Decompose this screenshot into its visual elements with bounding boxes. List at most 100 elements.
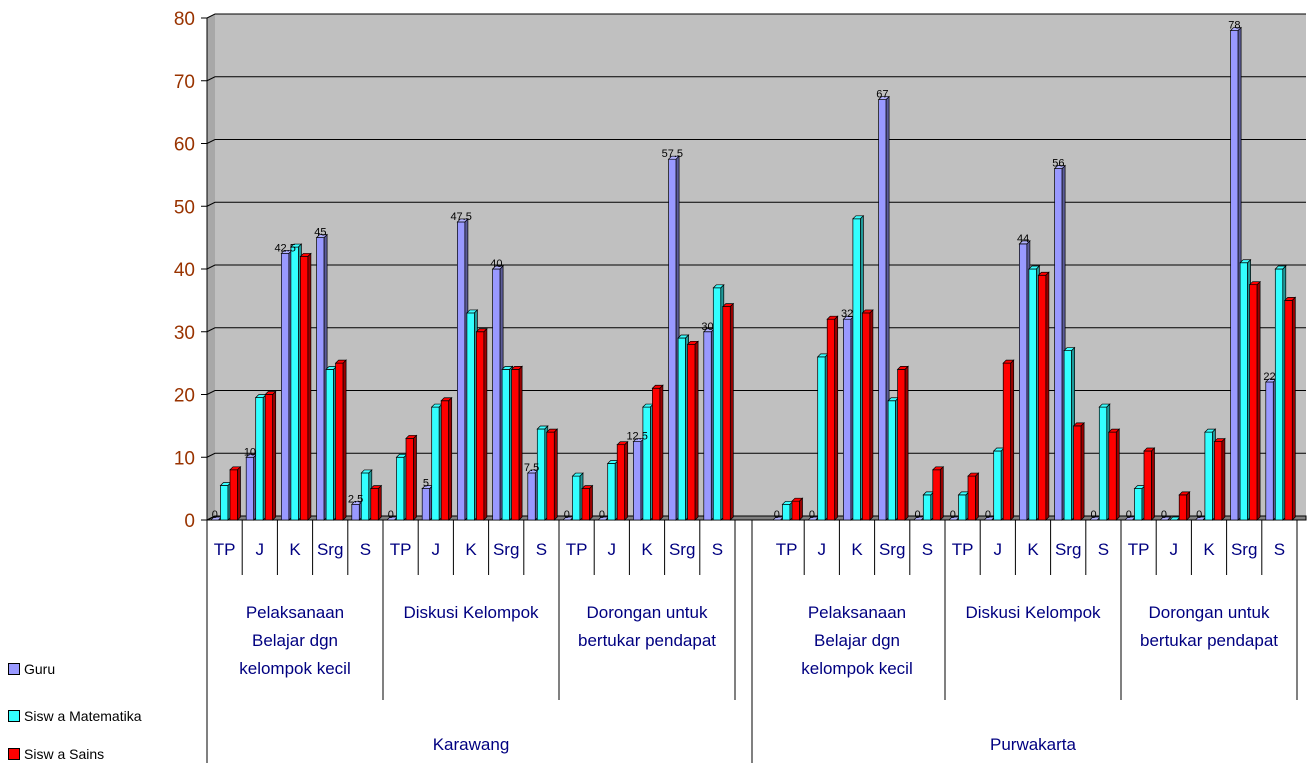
bar-front bbox=[351, 503, 360, 521]
category-label: J bbox=[608, 540, 617, 559]
bar-front bbox=[1249, 284, 1258, 521]
group-label: Diskusi Kelompok bbox=[965, 603, 1101, 622]
gridline bbox=[206, 13, 1306, 19]
bar-front bbox=[492, 268, 501, 521]
group-label: Pelaksanaan bbox=[808, 603, 906, 622]
bar-front bbox=[1230, 30, 1239, 521]
data-label: 7.5 bbox=[524, 462, 539, 474]
bar-side bbox=[834, 315, 839, 521]
bar bbox=[1213, 437, 1226, 521]
bar bbox=[1159, 516, 1172, 521]
bar-front bbox=[527, 472, 536, 521]
data-label: 0 bbox=[950, 509, 956, 521]
bar-front bbox=[1178, 494, 1188, 521]
bar-front bbox=[1019, 243, 1028, 521]
group-label: Belajar dgn bbox=[814, 631, 900, 650]
category-label: TP bbox=[952, 540, 974, 559]
bar bbox=[421, 484, 434, 521]
bar-front bbox=[440, 400, 450, 521]
category-label: K bbox=[641, 540, 653, 559]
legend-item-siswa-matematika[interactable]: Sisw a Matematika bbox=[8, 707, 141, 725]
bar-front bbox=[958, 494, 967, 521]
bar-side bbox=[1186, 491, 1191, 521]
bar-side bbox=[1045, 271, 1050, 521]
bar bbox=[280, 249, 293, 521]
bar-front bbox=[843, 318, 852, 521]
data-label: 0 bbox=[1196, 509, 1202, 521]
bar-front bbox=[687, 343, 696, 521]
bar-front bbox=[993, 450, 1002, 521]
bar-front bbox=[421, 488, 431, 521]
bar bbox=[677, 334, 690, 521]
y-tick-label: 70 bbox=[174, 72, 195, 93]
bar-side bbox=[448, 396, 453, 521]
data-label: 78 bbox=[1228, 20, 1240, 32]
bar-front bbox=[325, 369, 334, 521]
category-label: TP bbox=[566, 540, 588, 559]
bar bbox=[1178, 491, 1191, 521]
category-label: J bbox=[432, 540, 441, 559]
gridline bbox=[206, 452, 1306, 458]
data-label: 0 bbox=[388, 509, 394, 521]
gridline bbox=[206, 201, 1306, 207]
group-label: bertukar pendapat bbox=[1140, 631, 1278, 650]
data-label: 45 bbox=[314, 227, 326, 239]
group-label: Dorongan untuk bbox=[587, 603, 708, 622]
data-label: 0 bbox=[985, 509, 991, 521]
bar-front bbox=[335, 362, 344, 521]
legend-item-siswa-sains[interactable]: Sisw a Sains bbox=[8, 745, 104, 763]
gridline bbox=[206, 139, 1306, 144]
bar-front bbox=[862, 312, 871, 521]
bar-front bbox=[1028, 268, 1037, 521]
bar bbox=[571, 472, 584, 521]
group-label: bertukar pendapat bbox=[578, 631, 716, 650]
category-label: J bbox=[818, 540, 827, 559]
bar-front bbox=[581, 488, 590, 521]
data-label: 47.5 bbox=[450, 211, 471, 223]
bar bbox=[1143, 447, 1156, 521]
bar bbox=[667, 155, 680, 521]
data-label: 0 bbox=[599, 509, 605, 521]
bar-front bbox=[1274, 268, 1284, 521]
data-label: 0 bbox=[914, 509, 920, 521]
bar bbox=[957, 491, 970, 521]
bar bbox=[1264, 378, 1278, 521]
category-label: TP bbox=[390, 540, 412, 559]
category-label: K bbox=[1027, 540, 1039, 559]
bar-front bbox=[1143, 450, 1152, 521]
bar-side bbox=[1221, 437, 1226, 521]
bar-front bbox=[1073, 425, 1082, 521]
data-label: 42.5 bbox=[274, 242, 295, 254]
bar-front bbox=[572, 475, 581, 521]
gridline bbox=[206, 264, 1306, 270]
y-tick-label: 10 bbox=[174, 448, 195, 469]
bar-side bbox=[377, 484, 382, 521]
bar bbox=[440, 396, 453, 521]
legend-item-guru[interactable]: Guru bbox=[8, 660, 55, 678]
bar bbox=[1002, 359, 1015, 521]
bar-side bbox=[1256, 280, 1261, 521]
bar bbox=[826, 315, 839, 521]
bar bbox=[1229, 26, 1242, 521]
category-label: Srg bbox=[879, 540, 905, 559]
bar bbox=[395, 453, 408, 521]
bar-front bbox=[1204, 431, 1213, 521]
gridline bbox=[206, 76, 1306, 82]
data-label: 22 bbox=[1263, 371, 1275, 383]
data-label: 57.5 bbox=[662, 148, 683, 160]
bar-front bbox=[1239, 262, 1248, 521]
bar bbox=[642, 403, 655, 521]
group-label: Dorongan untuk bbox=[1149, 603, 1270, 622]
bar bbox=[1133, 484, 1146, 521]
bar-front bbox=[405, 438, 414, 521]
bar-front bbox=[546, 431, 555, 521]
bar bbox=[606, 459, 620, 521]
bar bbox=[1018, 240, 1031, 521]
y-tick-label: 30 bbox=[174, 323, 195, 344]
bar-front bbox=[501, 369, 510, 521]
bar bbox=[325, 365, 338, 521]
data-label: 10 bbox=[244, 446, 256, 458]
bar-front bbox=[782, 503, 791, 521]
bar-side bbox=[975, 472, 979, 521]
bar bbox=[861, 309, 874, 521]
